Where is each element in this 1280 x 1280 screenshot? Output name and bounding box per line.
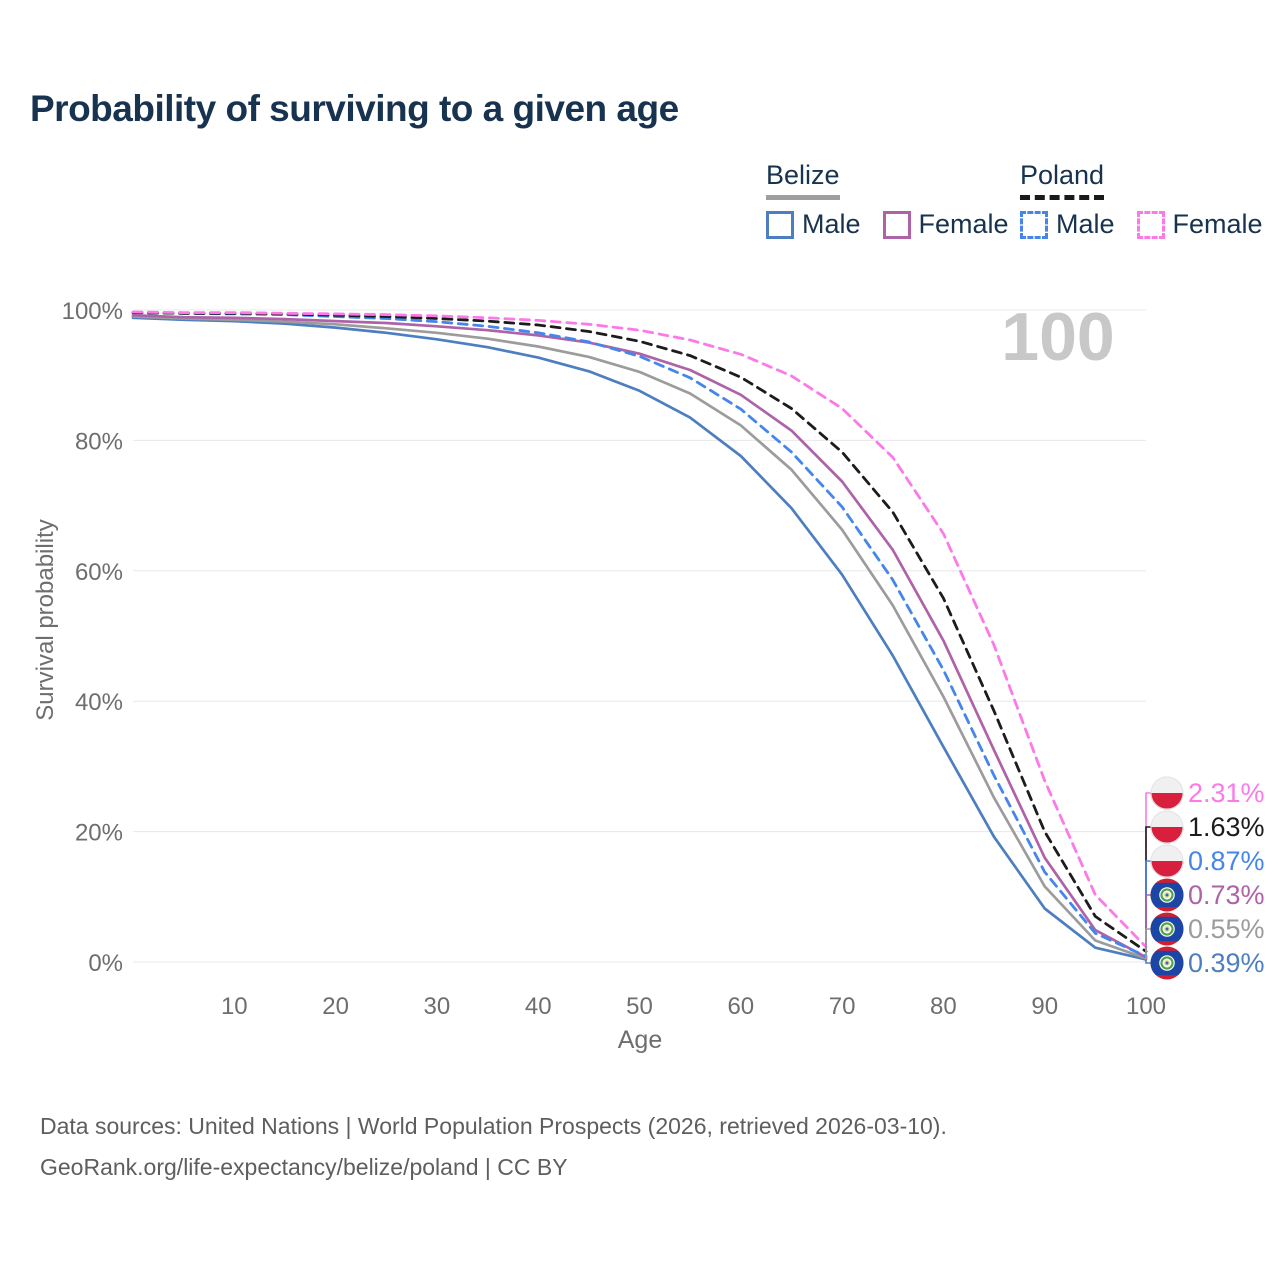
x-axis-title: Age	[617, 1026, 663, 1054]
hovered-age-watermark: 100	[1001, 299, 1115, 375]
legend-label: Male	[802, 209, 861, 239]
poland-flag-icon	[1150, 776, 1184, 810]
legend-item-belize-female[interactable]: Female	[882, 209, 1009, 240]
curve-poland-female[interactable]	[131, 310, 1148, 949]
poland-female-swatch-icon	[1136, 210, 1165, 239]
belize-flag-icon	[1150, 878, 1184, 912]
belize-flag-icon	[1150, 946, 1184, 980]
y-tick-label: 40%	[75, 689, 123, 716]
belize-flag-icon	[1150, 912, 1184, 946]
end-value-label: 0.87%	[1188, 846, 1265, 876]
curve-poland-both-sexes[interactable]	[131, 311, 1148, 953]
y-tick-label: 60%	[75, 559, 123, 586]
end-value-label: 0.73%	[1188, 880, 1265, 910]
belize-female-swatch-icon	[882, 210, 911, 239]
poland-male-swatch-icon	[1020, 210, 1048, 239]
y-tick-label: 100%	[62, 298, 123, 325]
end-value-label: 1.63%	[1188, 812, 1265, 842]
leader-line	[1145, 860, 1153, 957]
legend-group-belize: Belize Male Female	[766, 160, 1009, 240]
curve-belize-both-sexes[interactable]	[131, 315, 1148, 960]
data-source-note: Data sources: United Nations | World Pop…	[40, 1113, 947, 1139]
legend-item-poland-female[interactable]: Female	[1136, 209, 1263, 240]
curve-poland-male[interactable]	[131, 311, 1148, 958]
y-tick-label: 20%	[75, 820, 123, 847]
legend-group-poland: Poland Male Female	[1020, 160, 1263, 240]
citation-url: GeoRank.org/life-expectancy/belize/polan…	[40, 1154, 568, 1180]
end-value-label: 2.31%	[1188, 778, 1265, 808]
poland-flag-icon	[1150, 810, 1184, 844]
x-tick-label: 90	[1031, 993, 1058, 1020]
end-value-label: 0.55%	[1188, 914, 1265, 944]
x-tick-label: 50	[626, 993, 653, 1020]
x-tick-label: 70	[829, 993, 856, 1020]
page-title: Probability of surviving to a given age	[30, 88, 679, 129]
footer: Data sources: United Nations | World Pop…	[40, 1106, 947, 1188]
legend-label: Female	[1172, 209, 1263, 239]
curve-belize-male[interactable]	[131, 316, 1148, 961]
belize-male-swatch-icon	[766, 210, 794, 239]
x-tick-label: 60	[727, 993, 754, 1020]
x-tick-label: 40	[525, 993, 552, 1020]
poland-flag-icon	[1150, 844, 1184, 878]
end-value-label: 0.39%	[1188, 948, 1265, 978]
x-tick-label: 20	[322, 993, 349, 1020]
y-tick-label: 0%	[88, 950, 123, 977]
x-tick-label: 80	[930, 993, 957, 1020]
legend-item-belize-male[interactable]: Male	[766, 209, 861, 240]
legend-country-poland: Poland	[1020, 160, 1105, 200]
x-tick-label: 10	[221, 993, 248, 1020]
legend-item-poland-male[interactable]: Male	[1020, 209, 1115, 240]
curve-belize-female[interactable]	[131, 313, 1148, 959]
x-tick-label: 100	[1126, 993, 1166, 1020]
x-tick-label: 30	[424, 993, 451, 1020]
legend-label: Male	[1056, 209, 1115, 239]
y-tick-label: 80%	[75, 428, 123, 455]
legend-country-belize: Belize	[766, 160, 840, 200]
legend-label: Female	[918, 209, 1009, 239]
